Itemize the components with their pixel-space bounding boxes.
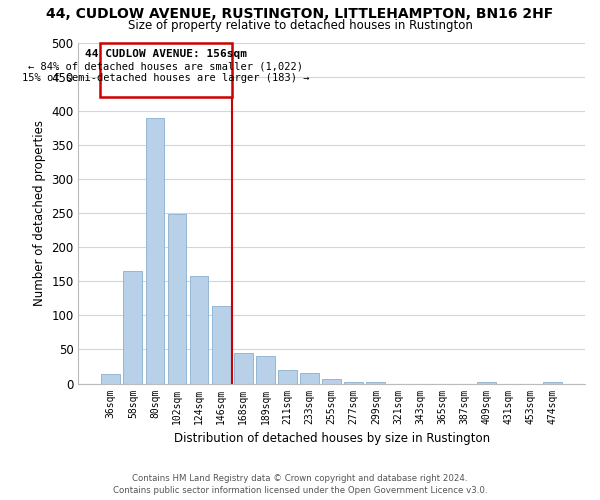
FancyBboxPatch shape <box>100 42 232 97</box>
Text: 15% of semi-detached houses are larger (183) →: 15% of semi-detached houses are larger (… <box>22 73 310 83</box>
Bar <box>167 214 187 384</box>
Y-axis label: Number of detached properties: Number of detached properties <box>32 120 46 306</box>
Bar <box>190 276 208 384</box>
Bar <box>300 374 319 384</box>
Bar <box>344 382 363 384</box>
Bar <box>101 374 120 384</box>
Bar <box>256 356 275 384</box>
Bar <box>124 271 142 384</box>
X-axis label: Distribution of detached houses by size in Rustington: Distribution of detached houses by size … <box>173 432 490 445</box>
Text: ← 84% of detached houses are smaller (1,022): ← 84% of detached houses are smaller (1,… <box>28 62 304 72</box>
Text: Size of property relative to detached houses in Rustington: Size of property relative to detached ho… <box>128 18 472 32</box>
Bar <box>367 382 385 384</box>
Bar <box>278 370 297 384</box>
Bar <box>322 379 341 384</box>
Text: 44, CUDLOW AVENUE, RUSTINGTON, LITTLEHAMPTON, BN16 2HF: 44, CUDLOW AVENUE, RUSTINGTON, LITTLEHAM… <box>46 8 554 22</box>
Text: 44 CUDLOW AVENUE: 156sqm: 44 CUDLOW AVENUE: 156sqm <box>85 50 247 59</box>
Bar <box>477 382 496 384</box>
Bar <box>212 306 230 384</box>
Bar <box>146 118 164 384</box>
Bar <box>543 382 562 384</box>
Text: Contains HM Land Registry data © Crown copyright and database right 2024.
Contai: Contains HM Land Registry data © Crown c… <box>113 474 487 495</box>
Bar <box>234 353 253 384</box>
